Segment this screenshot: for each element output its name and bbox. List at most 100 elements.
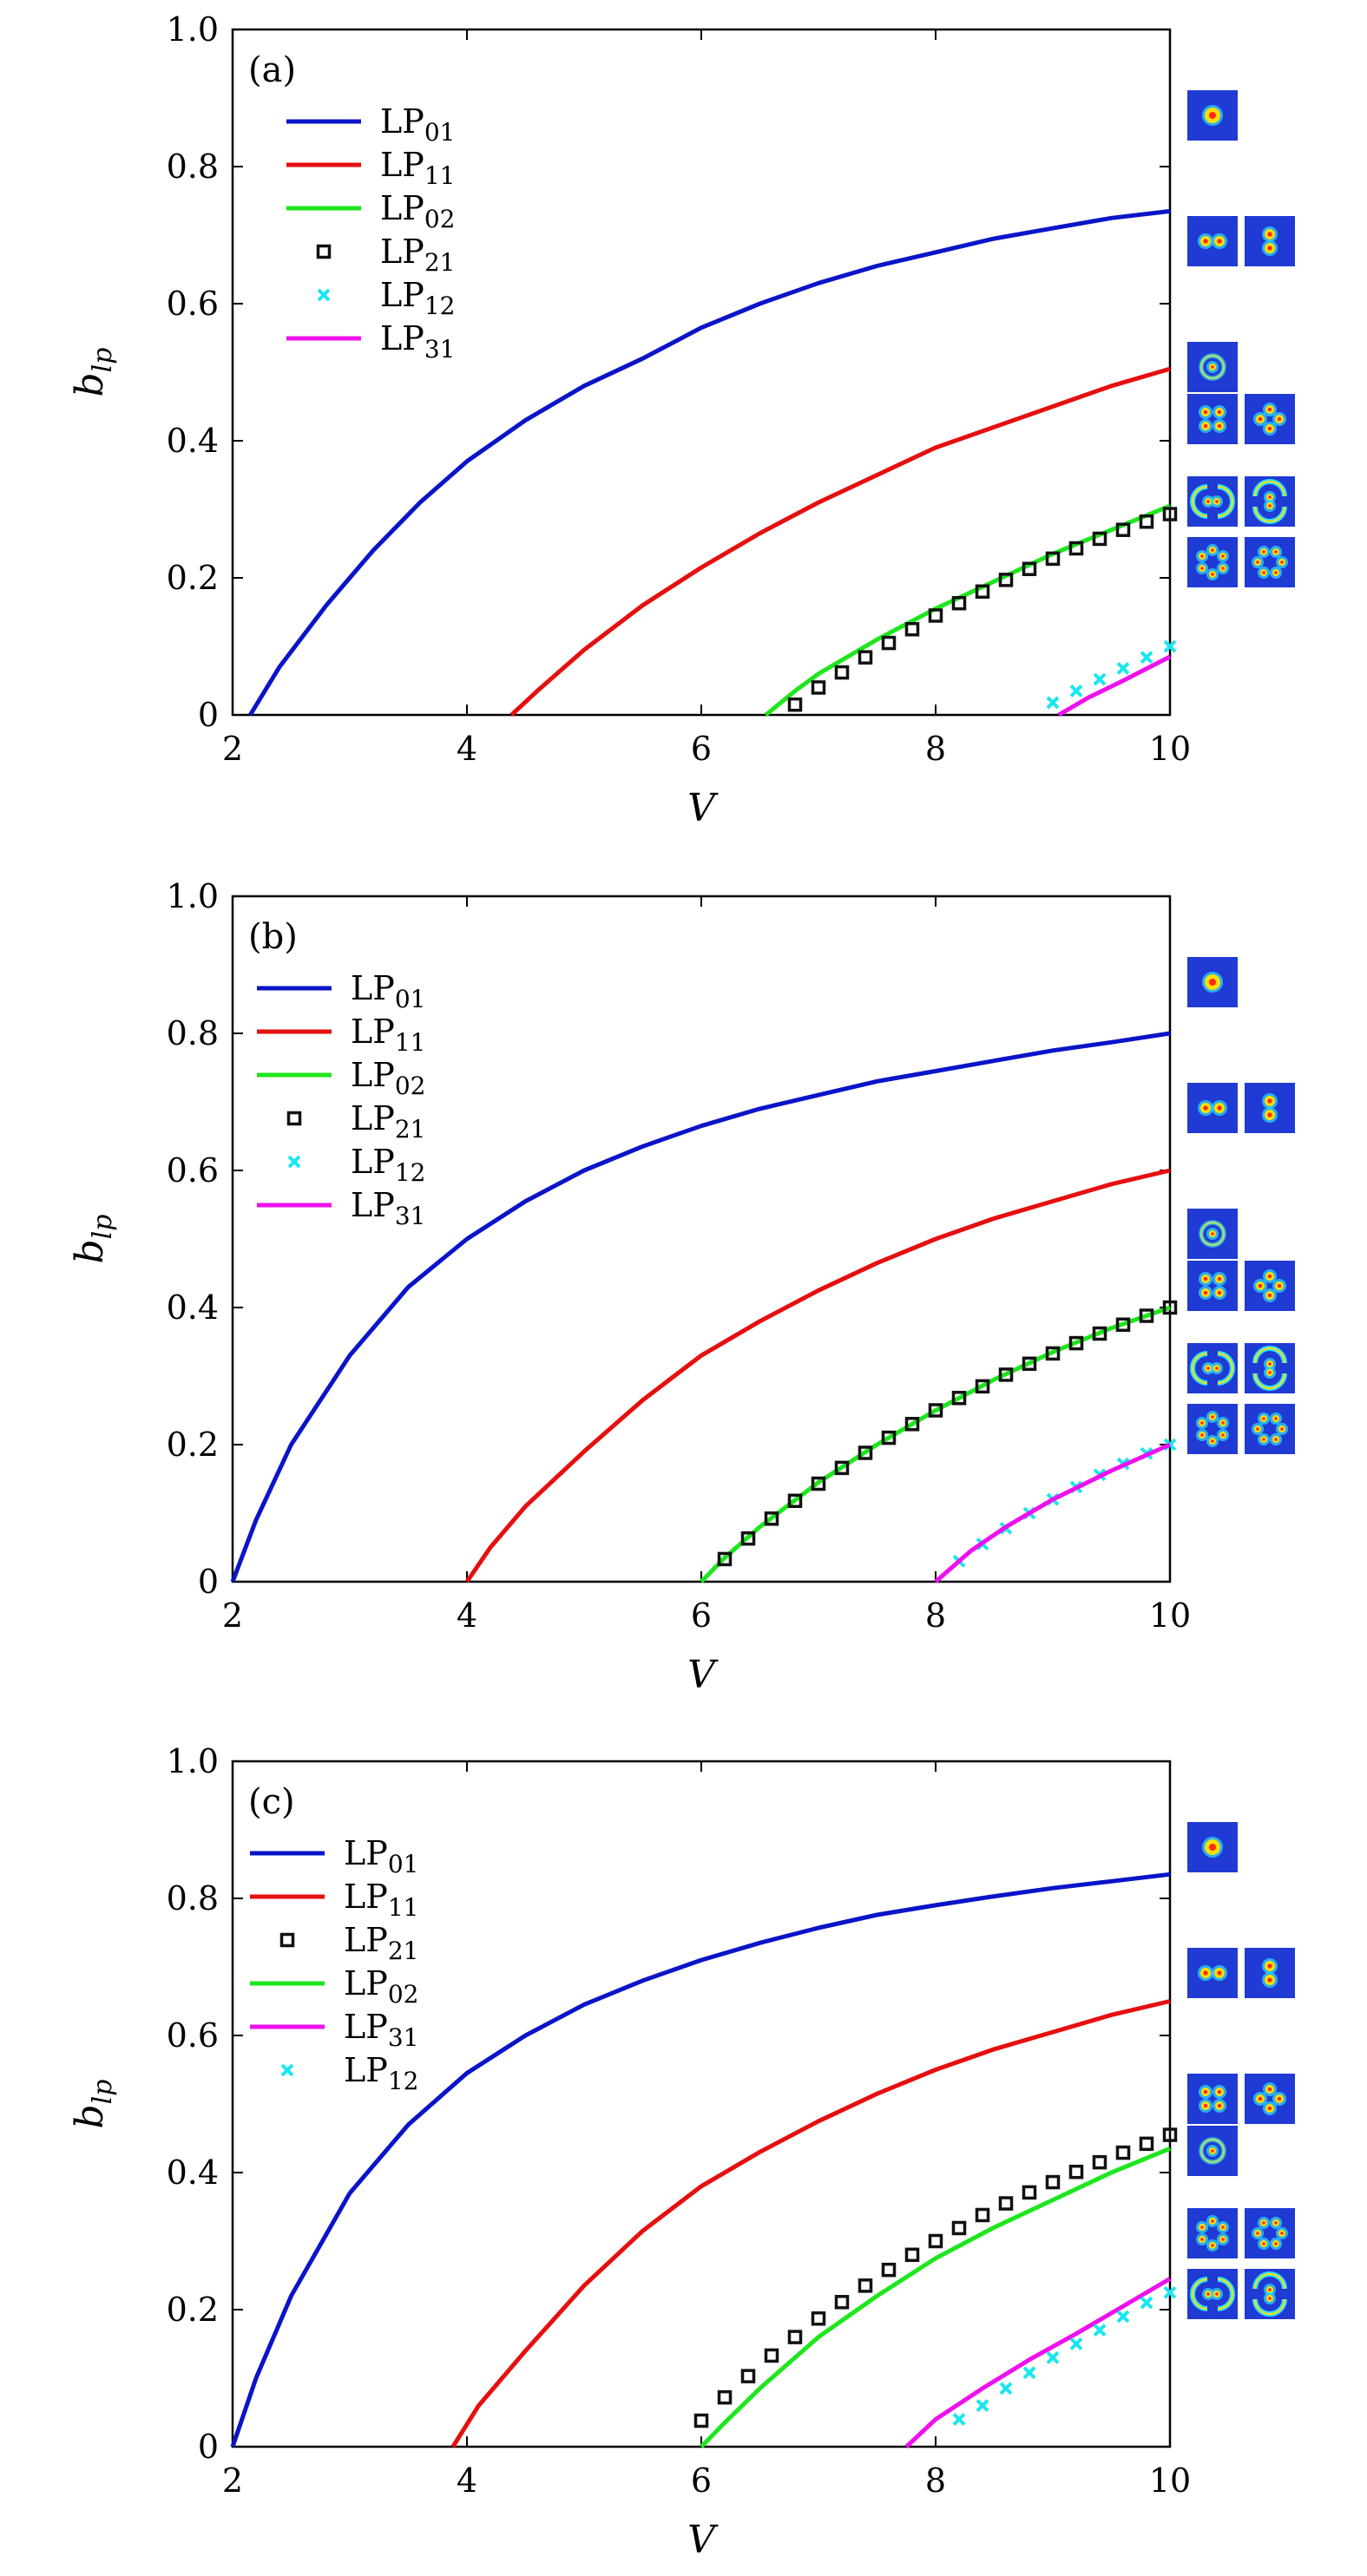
x-axis-label: V [687, 2518, 719, 2562]
y-axis-label: blp [68, 1215, 118, 1264]
y-tick-label: 0.4 [167, 422, 219, 460]
series-lp21-point [858, 650, 873, 665]
series-lp21-point [975, 2207, 990, 2223]
series-lp02-line [700, 2146, 1171, 2448]
mode-pattern-lp12a [1187, 476, 1238, 527]
legend-item-lp01: LP01 [257, 969, 425, 1013]
x-tick-label: 4 [457, 1596, 477, 1635]
legend-label: LP02 [380, 189, 455, 233]
series-lp21-point [1092, 2154, 1107, 2170]
series-lp21-markers [717, 1300, 1178, 1567]
x-axis-label: V [687, 786, 719, 830]
y-tick-label: 0.8 [167, 1879, 219, 1917]
series-lp21-point [811, 680, 826, 695]
series-lp01-line [230, 1031, 1171, 1583]
legend-label: LP02 [344, 1964, 418, 2009]
series-lp02-line [700, 1305, 1171, 1583]
mode-patterns [1187, 957, 1295, 1454]
series-lp21-point [1022, 561, 1037, 576]
legend-swatch [286, 1111, 302, 1126]
series-lp21-point [811, 2311, 826, 2326]
legend-label: LP21 [351, 1099, 425, 1144]
series-lp21-point [1115, 2145, 1131, 2160]
series-lp21-point [881, 2262, 897, 2278]
x-tick-label: 8 [925, 730, 946, 768]
legend-label: LP31 [351, 1186, 425, 1230]
series-lp21-point [787, 1493, 803, 1509]
series-lp21-point [904, 2247, 920, 2263]
y-tick-label: 0.2 [167, 1426, 219, 1464]
legend-swatch [280, 2063, 294, 2077]
legend-label: LP01 [380, 102, 455, 147]
series-lp21-point [904, 622, 920, 637]
series-lp21-point [693, 2413, 709, 2429]
y-tick-label: 0.6 [167, 285, 219, 323]
legend-item-lp21: LP21 [279, 1921, 418, 1965]
mode-pattern-lp11a [1187, 1083, 1238, 1133]
panel-label: (b) [248, 917, 298, 957]
series-lp21-point [951, 595, 967, 611]
mode-pattern-lp02 [1187, 342, 1238, 392]
y-tick-label: 0.2 [167, 559, 219, 597]
series-lp12-point [1093, 2324, 1107, 2337]
series-lp21-point [998, 573, 1014, 587]
y-tick-label: 0.6 [167, 1151, 219, 1190]
mode-pattern-lp21a [1187, 2074, 1238, 2124]
series-lp12-markers [1046, 639, 1177, 710]
series-lp12-point [1069, 684, 1083, 698]
series-lp21-point [998, 2196, 1014, 2211]
series-lp21-point [881, 1430, 897, 1445]
series-lp12-point [1093, 672, 1107, 686]
y-tick-label: 0 [198, 696, 219, 734]
plot-frame [231, 28, 1172, 717]
legend-swatch [316, 244, 332, 259]
legend-label: LP02 [351, 1056, 425, 1100]
panel-label: (c) [248, 1782, 295, 1822]
legend-label: LP21 [380, 233, 455, 277]
mode-pattern-lp31b [1245, 537, 1295, 587]
series-lp02-line [764, 503, 1171, 717]
series-lp21-point [1092, 531, 1107, 547]
legend-item-lp02: LP02 [257, 1056, 425, 1100]
x-tick-label: 8 [925, 2461, 946, 2500]
y-tick-label: 0.2 [167, 2291, 219, 2329]
y-tick-label: 0.8 [167, 147, 219, 186]
series-lp12-point [1163, 639, 1177, 653]
mode-pattern-lp01 [1187, 1822, 1238, 1872]
series-lp21-point [928, 1403, 943, 1418]
legend-label: LP12 [380, 276, 455, 320]
mode-pattern-lp02 [1187, 1209, 1238, 1259]
mode-pattern-lp11a [1187, 1948, 1238, 1998]
legend-item-lp21: LP21 [316, 233, 455, 277]
mode-pattern-lp12a [1187, 1343, 1238, 1393]
series-lp12-point [1140, 651, 1153, 665]
series-lp21-point [1045, 1346, 1061, 1361]
series-lp21-point [787, 697, 803, 712]
series-lp21-point [717, 1551, 733, 1567]
series-lp21-point [951, 2220, 967, 2236]
series-lp21-point [834, 665, 850, 680]
mode-pattern-lp21a [1187, 1261, 1238, 1311]
legend-label: LP01 [344, 1834, 418, 1878]
series-lp11-line [464, 1168, 1171, 1583]
series-lp21-markers [787, 507, 1178, 712]
mode-pattern-lp21b [1245, 2074, 1295, 2124]
x-tick-label: 4 [457, 730, 477, 768]
series-lp12-point [1046, 2350, 1060, 2364]
series-lp21-point [1162, 2127, 1178, 2142]
mode-pattern-lp31a [1187, 1404, 1238, 1454]
series-lp21-point [904, 1417, 920, 1432]
series-lp21-point [740, 2369, 756, 2383]
x-tick-label: 6 [691, 730, 712, 768]
y-tick-label: 0.4 [167, 1288, 219, 1327]
series-lp21-point [1162, 507, 1178, 521]
series-lp21-point [1045, 551, 1061, 567]
series-lp12-point [976, 2399, 989, 2413]
series-lp21-point [1068, 541, 1084, 556]
series-lp12-point [952, 2412, 966, 2426]
y-tick-label: 0 [198, 2428, 219, 2466]
series-lp21-point [1139, 1308, 1154, 1323]
series-lp01-line [230, 1871, 1171, 2448]
legend-item-lp12: LP12 [287, 1143, 425, 1187]
